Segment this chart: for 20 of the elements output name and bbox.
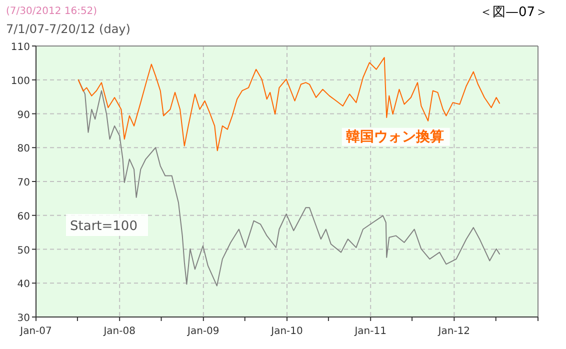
- text: (7/30/2012 16:52): [6, 6, 98, 17]
- x-tick-label: Jan-07: [19, 326, 52, 337]
- y-tick-label: 70: [17, 178, 30, 188]
- annotation: Start=100: [70, 219, 138, 234]
- y-tick-label: 40: [17, 279, 30, 290]
- y-tick-label: 110: [10, 42, 30, 53]
- series-label: 韓国ウォン換算: [346, 128, 444, 145]
- x-tick-label: Jan-11: [354, 326, 386, 337]
- x-tick-label: Jan-10: [270, 326, 303, 337]
- x-tick-label: Jan-08: [102, 326, 136, 337]
- y-tick-label: 50: [17, 245, 30, 256]
- y-tick-label: 100: [10, 76, 30, 87]
- y-tick-label: 30: [17, 313, 30, 324]
- x-tick-label: Jan-09: [186, 326, 220, 337]
- chart-title: 7/1/07-7/20/12 (day): [6, 22, 130, 36]
- y-tick-label: 60: [17, 211, 30, 222]
- y-tick-label: 80: [17, 144, 30, 155]
- x-tick-label: Jan-12: [437, 326, 470, 337]
- y-tick-label: 90: [17, 110, 30, 121]
- text: ＜図—07＞: [479, 5, 548, 20]
